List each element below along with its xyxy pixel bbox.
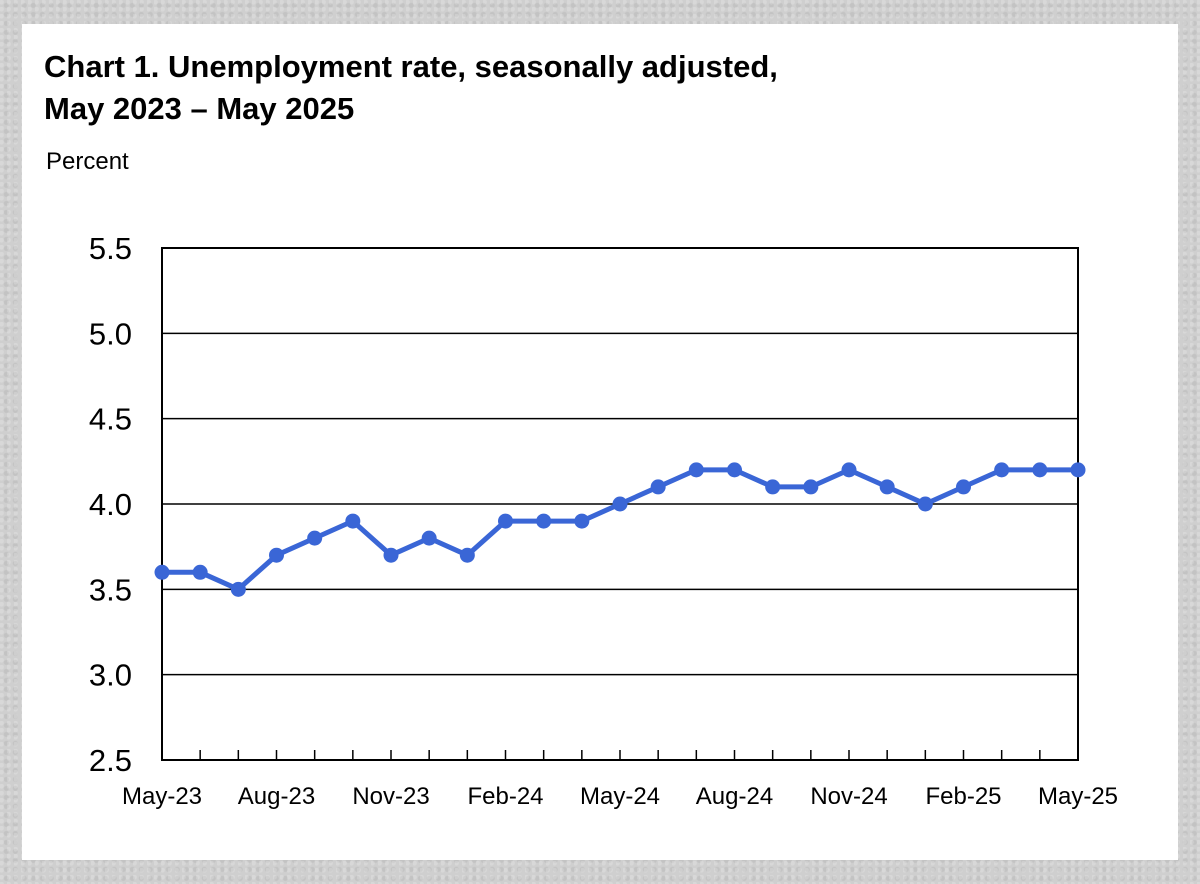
x-tick-label: Feb-25	[925, 783, 1001, 810]
x-tick-label: Aug-23	[238, 783, 315, 810]
x-tick-label: May-24	[580, 783, 660, 810]
x-tick-label: Feb-24	[467, 783, 543, 810]
data-point	[192, 564, 208, 580]
y-tick-label: 5.0	[89, 316, 132, 351]
chart-title: Chart 1. Unemployment rate, seasonally a…	[44, 46, 778, 130]
data-point	[154, 564, 170, 580]
x-tick-label: Nov-23	[352, 783, 429, 810]
data-point	[421, 530, 437, 546]
data-point	[230, 581, 246, 597]
x-tick-label: Nov-24	[810, 783, 887, 810]
data-point	[994, 462, 1010, 478]
data-point	[917, 496, 933, 512]
data-point	[574, 513, 590, 529]
x-tick-label: Aug-24	[696, 783, 773, 810]
y-tick-label: 3.5	[89, 572, 132, 607]
chart-title-line-1: Chart 1. Unemployment rate, seasonally a…	[44, 49, 778, 84]
data-point	[727, 462, 742, 478]
y-axis-label: Percent	[46, 148, 129, 175]
data-point	[803, 479, 819, 495]
data-point	[536, 513, 552, 529]
x-tick-label: May-25	[1038, 783, 1118, 810]
data-point	[650, 479, 666, 495]
data-point	[612, 496, 628, 512]
data-point	[1032, 462, 1048, 478]
data-point	[879, 479, 895, 495]
data-point	[307, 530, 323, 546]
data-point	[345, 513, 361, 529]
y-tick-label: 5.5	[89, 231, 132, 266]
x-tick-label: May-23	[122, 783, 202, 810]
data-point	[498, 513, 513, 529]
data-point	[688, 462, 704, 478]
data-point	[765, 479, 781, 495]
chart-title-line-2: May 2023 – May 2025	[44, 91, 355, 126]
y-tick-label: 3.0	[89, 658, 132, 693]
y-tick-label: 2.5	[89, 743, 132, 778]
data-point	[841, 462, 857, 478]
y-tick-label: 4.5	[89, 402, 132, 437]
series-line	[159, 467, 1081, 592]
data-point	[1070, 462, 1086, 478]
data-point	[956, 479, 971, 495]
data-point	[383, 547, 399, 563]
y-tick-label: 4.0	[89, 487, 132, 522]
data-point	[269, 547, 284, 563]
data-point	[459, 547, 475, 563]
chart-panel	[22, 24, 1178, 860]
